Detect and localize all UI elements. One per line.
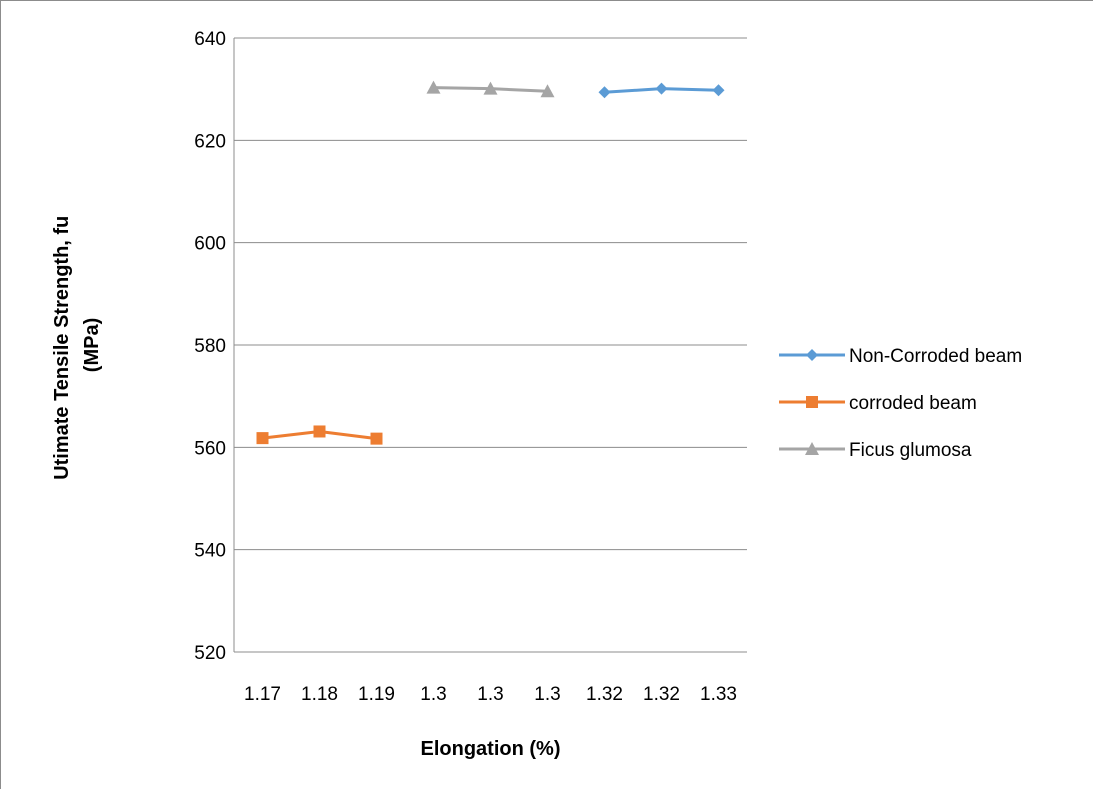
legend-item: Non-Corroded beam bbox=[779, 346, 1022, 367]
x-axis-title: Elongation (%) bbox=[421, 738, 561, 760]
legend-label: corroded beam bbox=[849, 393, 977, 414]
x-tick-label: 1.17 bbox=[244, 684, 281, 705]
gridlines bbox=[234, 37, 747, 551]
y-tick-labels: 520 540 560 580 600 620 640 bbox=[194, 29, 226, 664]
series-0 bbox=[598, 82, 725, 99]
x-tick-label: 1.18 bbox=[301, 684, 338, 705]
legend: Non-Corroded beam corroded beam Ficus glum… bbox=[779, 346, 1022, 461]
y-axis-title-line-1: Utimate Tensile Strength, fu bbox=[51, 216, 73, 480]
x-tick-label: 1.33 bbox=[700, 684, 737, 705]
axes bbox=[233, 38, 747, 653]
y-tick-label: 600 bbox=[194, 234, 226, 255]
legend-item: Ficus glumosa bbox=[779, 440, 972, 461]
x-tick-label: 1.32 bbox=[586, 684, 623, 705]
y-tick-label: 640 bbox=[194, 29, 226, 50]
data-point bbox=[655, 82, 668, 95]
legend-label: Non-Corroded beam bbox=[849, 346, 1022, 367]
x-tick-label: 1.3 bbox=[420, 684, 446, 705]
data-point bbox=[313, 425, 326, 438]
data-point bbox=[256, 432, 269, 445]
x-tick-label: 1.3 bbox=[534, 684, 560, 705]
series-1 bbox=[256, 425, 383, 445]
data-point bbox=[483, 81, 498, 95]
data-point bbox=[370, 432, 383, 445]
legend-item: corroded beam bbox=[779, 393, 977, 414]
legend-swatch-marker bbox=[806, 349, 818, 361]
y-tick-label: 620 bbox=[194, 131, 226, 152]
data-point bbox=[540, 84, 555, 98]
x-tick-label: 1.32 bbox=[643, 684, 680, 705]
y-tick-label: 580 bbox=[194, 336, 226, 357]
legend-label: Ficus glumosa bbox=[849, 440, 972, 461]
legend-swatch-marker bbox=[806, 396, 818, 408]
y-tick-label: 540 bbox=[194, 541, 226, 562]
x-tick-labels: 1.17 1.18 1.19 1.3 1.3 1.3 1.32 1.32 1.33 bbox=[244, 684, 737, 705]
y-axis-title: Utimate Tensile Strength, fu (MPa) bbox=[51, 210, 103, 480]
series-2 bbox=[426, 80, 555, 98]
x-tick-label: 1.19 bbox=[358, 684, 395, 705]
series-lines bbox=[256, 80, 725, 445]
data-point bbox=[712, 84, 725, 97]
data-point bbox=[598, 86, 611, 99]
y-tick-label: 560 bbox=[194, 438, 226, 459]
x-tick-label: 1.3 bbox=[477, 684, 503, 705]
legend-swatch-marker bbox=[805, 442, 819, 455]
data-point bbox=[426, 80, 441, 94]
y-axis-title-line-2: (MPa) bbox=[81, 318, 103, 372]
y-tick-label: 520 bbox=[194, 643, 226, 664]
